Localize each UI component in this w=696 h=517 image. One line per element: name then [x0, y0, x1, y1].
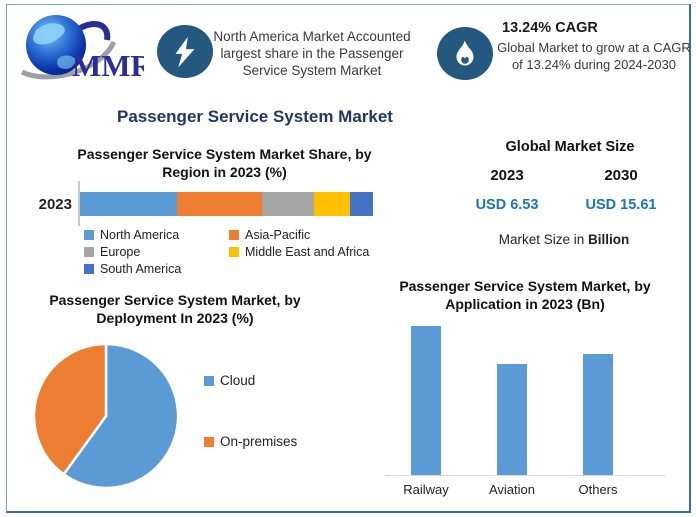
region-stacked-bar — [80, 192, 373, 216]
bar-label-aviation: Aviation — [488, 482, 535, 497]
pie-slice-cloud — [61, 342, 180, 490]
legend-marker — [84, 264, 94, 274]
pie-legend: Cloud On-premises — [204, 373, 297, 495]
market-size-note: Market Size in Billion — [450, 232, 678, 247]
region-axis-label: 2023 — [38, 196, 72, 213]
cagr-text: Global Market to grow at a CAGR of 13.24… — [497, 40, 691, 72]
bar-label-others: Others — [578, 482, 618, 497]
cagr-block: 13.24% CAGR Global Market to grow at a C… — [494, 20, 694, 73]
legend-item-europe: Europe — [84, 245, 229, 259]
bar-segment-europe — [261, 192, 315, 216]
market-size-note-unit: Billion — [588, 232, 630, 247]
legend-label: Middle East and Africa — [245, 245, 370, 259]
legend-label: South America — [100, 262, 182, 276]
market-size-year-2023: 2023 — [490, 167, 524, 184]
legend-item-on-premises: On-premises — [204, 434, 297, 449]
legend-label: Europe — [100, 245, 141, 259]
application-labels: Railway Aviation Others — [385, 482, 665, 498]
region-chart-title: Passenger Service System Market Share, b… — [77, 146, 372, 180]
legend-label: On-premises — [220, 434, 298, 449]
flame-icon — [437, 27, 493, 80]
bar-segment-middle-east-and-africa — [314, 192, 350, 216]
legend-marker — [84, 247, 94, 257]
legend-label: North America — [100, 228, 180, 242]
bar-railway — [411, 326, 441, 475]
globe-icon: MMR — [20, 15, 154, 83]
bar-segment-north-america — [80, 192, 177, 216]
legend-item-middle-east-and-africa: Middle East and Africa — [229, 245, 390, 259]
market-size-note-prefix: Market Size in — [498, 232, 589, 247]
pie-slice-on-premises — [32, 342, 108, 476]
bar-aviation — [497, 364, 527, 475]
legend-item-asia-pacific: Asia-Pacific — [229, 228, 390, 242]
legend-label: Asia-Pacific — [245, 228, 311, 242]
legend-marker — [229, 230, 239, 240]
legend-marker — [204, 436, 214, 447]
market-size-values: USD 6.53 USD 15.61 — [450, 197, 678, 213]
bar-label-railway: Railway — [403, 482, 449, 497]
legend-marker — [229, 247, 239, 257]
legend-marker — [84, 230, 94, 240]
market-size-value-2023: USD 6.53 — [475, 197, 539, 213]
deployment-pie — [32, 342, 180, 490]
cagr-title: 13.24% CAGR — [502, 20, 598, 36]
legend-label: Cloud — [220, 373, 256, 388]
page-title: Passenger Service System Market — [117, 107, 393, 126]
highlight-north-america-text: North America Market Accounted largest s… — [213, 29, 411, 78]
legend-item-south-america: South America — [84, 262, 229, 276]
lightning-icon — [157, 25, 213, 78]
legend-item-north-america: North America — [84, 228, 229, 242]
region-legend: North America Asia-Pacific Europe Middle Ea… — [84, 228, 390, 276]
bar-others — [583, 354, 613, 475]
logo-text: MMR — [72, 48, 144, 83]
legend-marker — [204, 375, 214, 386]
deployment-chart-title: Passenger Service System Market, by Depl… — [49, 292, 301, 326]
bar-segment-asia-pacific — [176, 192, 262, 216]
region-axis-line — [78, 181, 80, 226]
market-size-title: Global Market Size — [505, 139, 635, 155]
mmr-logo: MMR — [12, 8, 154, 90]
market-size-year-2030: 2030 — [604, 167, 638, 184]
application-plot — [385, 300, 665, 476]
bar-segment-south-america — [349, 192, 373, 216]
legend-item-cloud: Cloud — [204, 373, 297, 388]
application-chart-title: Passenger Service System Market, by Appl… — [399, 278, 651, 312]
market-size-years: 2023 2030 — [450, 167, 678, 184]
market-size-value-2030: USD 15.61 — [585, 197, 657, 213]
